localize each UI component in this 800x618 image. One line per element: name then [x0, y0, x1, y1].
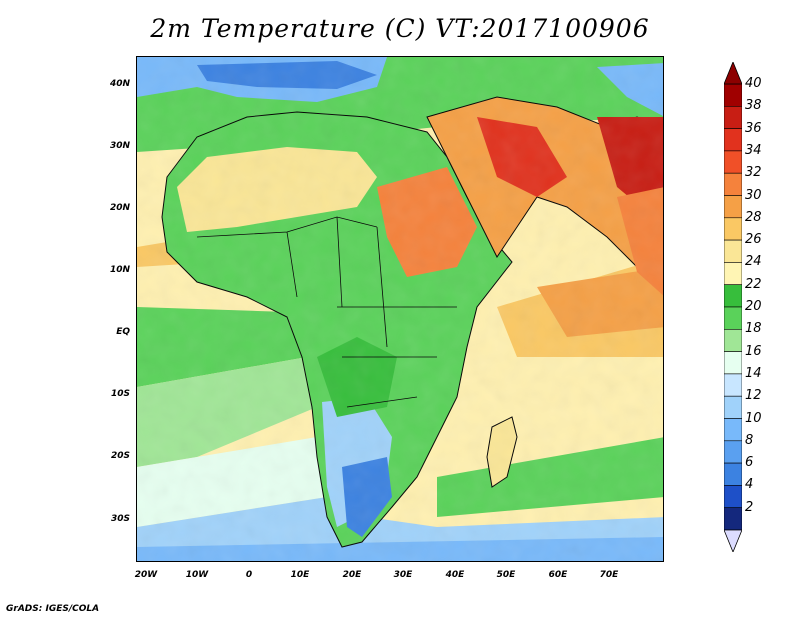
colorbar-label: 30: [745, 187, 762, 203]
colorbar-cell: [724, 373, 742, 397]
colorbar-label: 12: [745, 388, 762, 404]
colorbar-label: 32: [745, 165, 762, 181]
colorbar-label: 2: [745, 499, 754, 515]
colorbar-cell: [724, 462, 742, 486]
colorbar-bottom-arrow: [724, 529, 742, 552]
colorbar-cell: [724, 284, 742, 308]
colorbar-cell: [724, 105, 742, 129]
lon-label-0: 0: [245, 570, 253, 580]
colorbar-label: 4: [745, 477, 754, 493]
lat-label-20s: 20S: [110, 451, 130, 461]
colorbar-cell: [724, 395, 742, 419]
lon-label-60e: 60E: [548, 570, 568, 580]
colorbar-cell: [724, 239, 742, 263]
lat-label-20n: 20N: [109, 203, 130, 213]
colorbar-label: 22: [745, 276, 762, 292]
colorbar-label: 20: [745, 299, 762, 314]
lon-label-10w: 10W: [185, 570, 209, 580]
colorbar-label: 6: [745, 455, 754, 471]
colorbar-top-arrow: [724, 62, 742, 85]
colorbar-label: 18: [745, 321, 762, 337]
map-title: 2m Temperature (C) VT:2017100906: [150, 14, 650, 43]
colorbar-cell: [724, 507, 742, 531]
colorbar-cell: [724, 262, 742, 285]
colorbar-label: 36: [745, 120, 762, 136]
colorbar-cell: [724, 172, 742, 196]
colorbar-cell: [724, 351, 742, 375]
colorbar-label: 8: [745, 432, 754, 448]
lat-label-10n: 10N: [109, 265, 130, 275]
lon-label-20e: 20E: [342, 570, 362, 580]
lat-label-30s: 30S: [110, 514, 130, 524]
lat-label-30n: 30N: [109, 141, 130, 151]
colorbar-cell: [724, 485, 742, 508]
lon-label-20w: 20W: [134, 570, 158, 580]
colorbar-cell: [724, 150, 742, 174]
lon-label-50e: 50E: [496, 570, 516, 580]
lon-label-40e: 40E: [445, 570, 465, 580]
colorbar-label: 10: [745, 410, 762, 426]
colorbar-label: 14: [745, 365, 762, 381]
grads-credit: GrADS: IGES/COLA: [6, 604, 100, 614]
texture-overlay: [137, 57, 663, 561]
colorbar-cell: [724, 217, 742, 241]
lon-label-10e: 10E: [290, 570, 310, 580]
colorbar-cell: [724, 128, 742, 152]
colorbar-label: 26: [745, 232, 762, 248]
colorbar-cell: [724, 195, 742, 219]
lat-label-40n: 40N: [109, 79, 130, 89]
colorbar-label: 28: [745, 209, 762, 225]
colorbar-label: 40: [745, 76, 762, 91]
colorbar-cell: [724, 306, 742, 330]
colorbar-label: 24: [745, 254, 762, 270]
colorbar-label: 38: [745, 98, 762, 114]
colorbar: [724, 62, 742, 552]
temperature-map: [136, 56, 664, 562]
colorbar-cell: [724, 440, 742, 464]
lon-label-30e: 30E: [393, 570, 413, 580]
colorbar-label: 16: [745, 343, 762, 359]
colorbar-label: 34: [745, 142, 762, 158]
lat-label-eq: EQ: [116, 327, 130, 337]
colorbar-cell: [724, 83, 742, 107]
colorbar-cell: [724, 418, 742, 442]
colorbar-cell: [724, 328, 742, 352]
lon-label-70e: 70E: [599, 570, 619, 580]
map-canvas: [137, 57, 663, 561]
lat-label-10s: 10S: [110, 389, 130, 399]
